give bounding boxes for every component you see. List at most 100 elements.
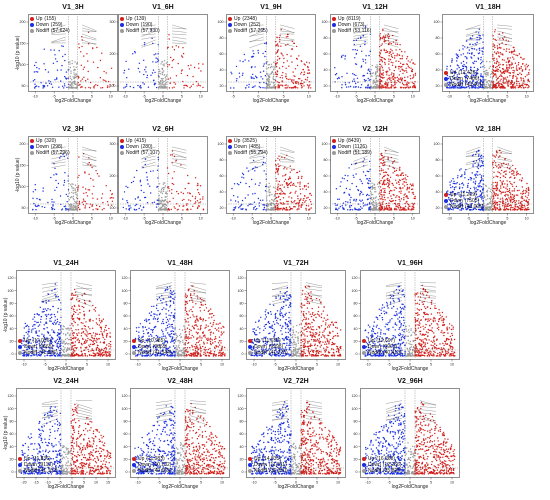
nodiff-point xyxy=(61,328,63,330)
down-point xyxy=(43,86,46,88)
down-point xyxy=(46,309,48,312)
up-point xyxy=(168,38,170,40)
panel-title: V2_18H xyxy=(475,126,501,133)
up-point xyxy=(412,86,414,88)
down-point xyxy=(475,74,478,76)
down-point xyxy=(46,85,49,87)
up-point xyxy=(168,64,171,66)
up-point xyxy=(493,171,495,173)
down-point xyxy=(477,52,480,55)
down-point xyxy=(251,178,253,181)
nodiff-point xyxy=(489,87,491,89)
up-point xyxy=(494,83,496,86)
panel-title: V1_12H xyxy=(362,4,388,11)
up-point xyxy=(512,56,514,58)
up-point xyxy=(291,197,293,199)
down-point xyxy=(353,80,356,82)
down-point xyxy=(362,193,364,196)
down-point xyxy=(252,193,254,195)
down-point xyxy=(64,53,66,56)
up-point xyxy=(509,204,512,206)
down-point xyxy=(334,74,337,76)
down-point xyxy=(152,79,155,82)
nodiff-point xyxy=(486,204,488,206)
down-point xyxy=(254,66,256,68)
nodiff-point xyxy=(61,341,63,343)
up-point xyxy=(505,202,507,204)
up-point xyxy=(513,82,516,84)
x-tick-label: 10 xyxy=(525,95,529,99)
down-point xyxy=(367,87,369,89)
up-point xyxy=(181,199,184,201)
down-point xyxy=(244,197,246,199)
up-point xyxy=(493,187,496,190)
down-point xyxy=(479,37,481,39)
nodiff-point xyxy=(372,201,374,203)
down-point xyxy=(51,86,54,89)
nodiff-point xyxy=(270,65,273,68)
nodiff-point xyxy=(487,208,489,210)
leader-line xyxy=(497,146,512,153)
down-point xyxy=(475,173,477,175)
down-point xyxy=(356,77,359,79)
nodiff-point xyxy=(71,60,73,62)
down-point xyxy=(65,77,67,79)
x-tick-label: 0 xyxy=(72,95,74,99)
up-point xyxy=(528,192,530,194)
leader-line xyxy=(497,39,512,42)
down-point xyxy=(50,339,52,341)
up-point xyxy=(506,82,508,84)
nodiff-point xyxy=(66,328,68,330)
up-point xyxy=(507,190,509,193)
down-point xyxy=(349,205,351,207)
down-point xyxy=(42,345,44,347)
up-point xyxy=(278,155,280,157)
down-point xyxy=(466,208,469,210)
up-point xyxy=(519,179,521,181)
leader-line xyxy=(81,155,97,162)
up-point xyxy=(513,58,515,60)
nodiff-point xyxy=(161,83,163,85)
panel-title: V2_9H xyxy=(260,126,282,133)
up-point xyxy=(306,84,309,86)
down-point xyxy=(135,209,138,211)
up-point xyxy=(382,198,384,201)
up-point xyxy=(497,51,499,53)
nodiff-point xyxy=(266,202,269,205)
down-point xyxy=(264,55,266,58)
down-point xyxy=(474,208,476,210)
x-tick-label: 10 xyxy=(199,95,203,99)
down-point xyxy=(482,47,484,49)
nodiff-point xyxy=(370,192,372,194)
down-point xyxy=(140,189,142,192)
up-point xyxy=(281,209,284,211)
up-point xyxy=(78,203,80,205)
up-point xyxy=(494,200,496,202)
down-point xyxy=(35,339,38,341)
up-point xyxy=(197,206,199,208)
down-point xyxy=(457,56,460,58)
nodiff-point xyxy=(376,209,378,211)
down-point xyxy=(262,163,264,166)
leader-line xyxy=(497,164,512,170)
up-point xyxy=(399,48,401,51)
up-point xyxy=(523,79,525,81)
down-point xyxy=(353,199,355,202)
up-point xyxy=(303,63,305,65)
up-point xyxy=(509,72,511,74)
nodiff-point xyxy=(66,332,69,334)
up-point xyxy=(92,209,94,211)
down-point xyxy=(57,295,59,298)
leader-line xyxy=(465,30,481,36)
leader-line xyxy=(141,33,156,36)
down-point xyxy=(243,53,245,56)
up-point xyxy=(496,65,498,68)
up-point xyxy=(300,83,302,85)
nodiff-point xyxy=(161,73,163,76)
up-point xyxy=(171,189,173,191)
up-point xyxy=(513,83,515,86)
down-point xyxy=(253,77,255,80)
up-point xyxy=(296,58,298,60)
up-point xyxy=(502,32,504,34)
down-point xyxy=(239,60,241,62)
